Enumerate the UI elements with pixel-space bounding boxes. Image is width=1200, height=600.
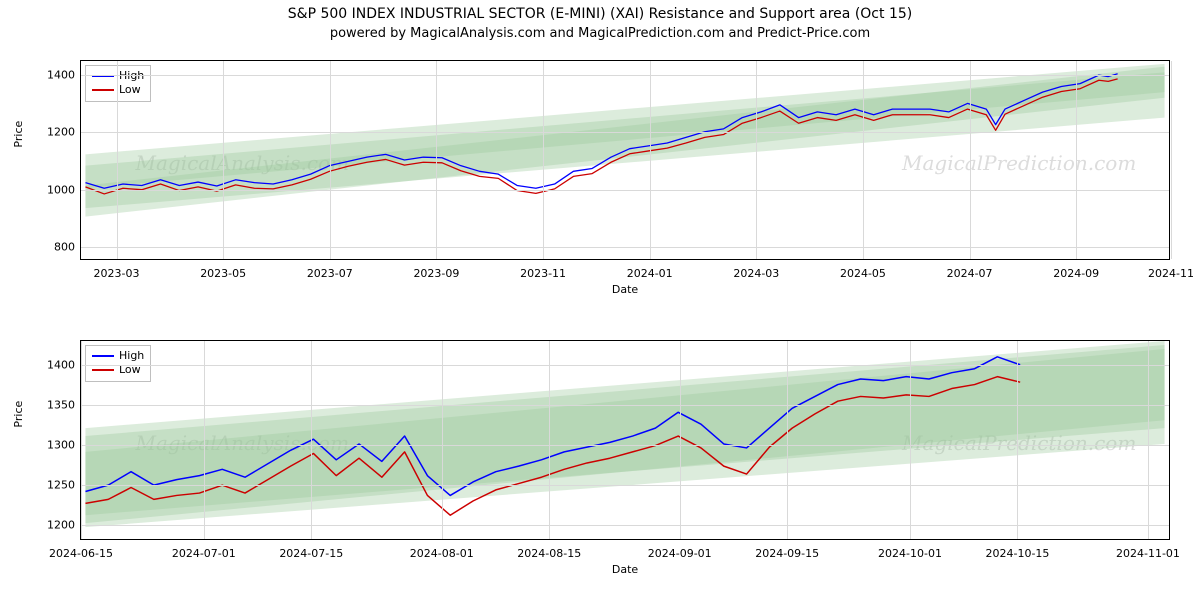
y-tick-label: 1350 xyxy=(25,399,75,412)
y-tick-label: 1400 xyxy=(25,359,75,372)
grid-line xyxy=(81,365,1169,366)
x-tick-label: 2023-03 xyxy=(94,267,140,280)
chart-panel-bottom: High Low MagicalAnalysis.com MagicalPred… xyxy=(80,340,1170,540)
grid-line xyxy=(1076,61,1077,259)
grid-line xyxy=(549,341,550,539)
x-tick-label: 2024-08-01 xyxy=(410,547,474,560)
grid-line xyxy=(442,341,443,539)
chart-title: S&P 500 INDEX INDUSTRIAL SECTOR (E-MINI)… xyxy=(0,6,1200,22)
grid-line xyxy=(543,61,544,259)
grid-line xyxy=(680,341,681,539)
grid-line xyxy=(756,61,757,259)
y-axis-title: Price xyxy=(12,401,25,428)
x-tick-label: 2024-09-01 xyxy=(648,547,712,560)
y-tick-label: 1200 xyxy=(25,126,75,139)
x-tick-label: 2023-05 xyxy=(200,267,246,280)
plot-svg xyxy=(81,341,1169,539)
grid-line xyxy=(910,341,911,539)
grid-line xyxy=(204,341,205,539)
y-axis-title: Price xyxy=(12,121,25,148)
x-tick-label: 2023-11 xyxy=(520,267,566,280)
chart-panel-top: High Low MagicalAnalysis.com MagicalPred… xyxy=(80,60,1170,260)
grid-line xyxy=(81,525,1169,526)
chart-subtitle: powered by MagicalAnalysis.com and Magic… xyxy=(0,26,1200,41)
grid-line xyxy=(650,61,651,259)
x-tick-label: 2024-11-01 xyxy=(1116,547,1180,560)
x-tick-label: 2024-05 xyxy=(840,267,886,280)
grid-line xyxy=(1148,341,1149,539)
x-tick-label: 2024-07-15 xyxy=(279,547,343,560)
support-band xyxy=(85,345,1164,527)
x-tick-label: 2024-01 xyxy=(627,267,673,280)
y-tick-label: 1300 xyxy=(25,439,75,452)
x-tick-label: 2024-10-01 xyxy=(878,547,942,560)
grid-line xyxy=(81,341,82,539)
x-tick-label: 2024-07-01 xyxy=(172,547,236,560)
x-axis-title: Date xyxy=(612,283,638,296)
x-tick-label: 2024-09-15 xyxy=(755,547,819,560)
grid-line xyxy=(436,61,437,259)
grid-line xyxy=(223,61,224,259)
x-tick-label: 2024-03 xyxy=(733,267,779,280)
y-tick-label: 800 xyxy=(25,240,75,253)
x-axis-title: Date xyxy=(612,563,638,576)
grid-line xyxy=(1171,61,1172,259)
x-tick-label: 2023-07 xyxy=(307,267,353,280)
x-tick-label: 2024-07 xyxy=(947,267,993,280)
grid-line xyxy=(81,132,1169,133)
grid-line xyxy=(787,341,788,539)
grid-line xyxy=(81,405,1169,406)
y-tick-label: 1000 xyxy=(25,183,75,196)
x-tick-label: 2024-11 xyxy=(1148,267,1194,280)
x-tick-label: 2024-06-15 xyxy=(49,547,113,560)
grid-line xyxy=(81,75,1169,76)
grid-line xyxy=(117,61,118,259)
grid-line xyxy=(970,61,971,259)
x-tick-label: 2024-08-15 xyxy=(517,547,581,560)
grid-line xyxy=(81,247,1169,248)
y-tick-label: 1200 xyxy=(25,519,75,532)
grid-line xyxy=(81,445,1169,446)
y-tick-label: 1250 xyxy=(25,479,75,492)
grid-line xyxy=(1017,341,1018,539)
x-tick-label: 2024-10-15 xyxy=(986,547,1050,560)
plot-svg xyxy=(81,61,1169,259)
grid-line xyxy=(330,61,331,259)
grid-line xyxy=(81,190,1169,191)
grid-line xyxy=(81,485,1169,486)
x-tick-label: 2023-09 xyxy=(413,267,459,280)
grid-line xyxy=(311,341,312,539)
x-tick-label: 2024-09 xyxy=(1053,267,1099,280)
y-tick-label: 1400 xyxy=(25,69,75,82)
grid-line xyxy=(863,61,864,259)
